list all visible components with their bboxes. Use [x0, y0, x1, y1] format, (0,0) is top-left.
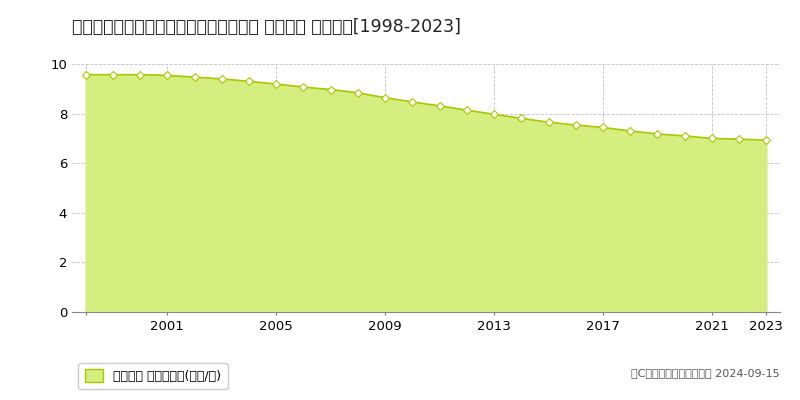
Text: 宮崎県都城市下川東４丁目１０号１０番 地価公示 地価推移[1998-2023]: 宮崎県都城市下川東４丁目１０号１０番 地価公示 地価推移[1998-2023]	[72, 18, 461, 36]
Text: （C）土地価格ドットコム 2024-09-15: （C）土地価格ドットコム 2024-09-15	[631, 368, 780, 378]
Legend: 地価公示 平均坪単価(万円/坪): 地価公示 平均坪単価(万円/坪)	[78, 363, 227, 389]
